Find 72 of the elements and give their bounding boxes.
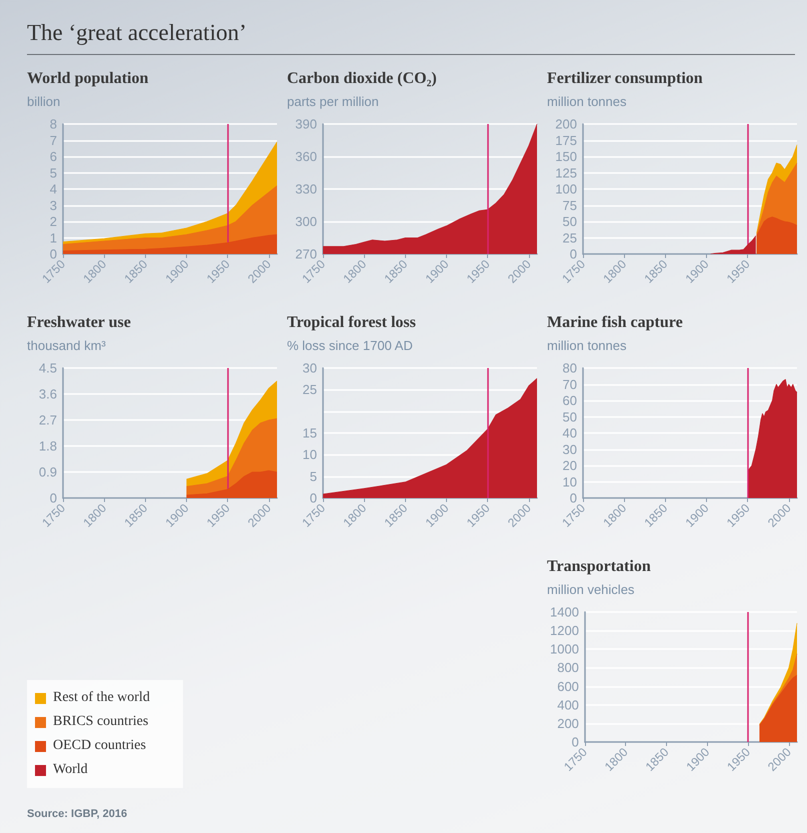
y-tick-label: 5 [310,468,317,484]
y-tick-label: 30 [562,442,577,457]
legend-label: Rest of the world [53,690,150,706]
chart-subtitle: % loss since 1700 AD [287,338,413,353]
y-tick-label: 4.5 [38,360,57,376]
y-tick-label: 8 [50,116,57,132]
y-tick-label: 7 [50,132,57,148]
chart-subtitle: million tonnes [547,94,626,109]
y-tick-label: 100 [555,182,577,196]
y-tick-label: 30 [302,360,317,376]
y-tick-label: 3 [50,198,57,213]
y-tick-label: 1400 [550,604,579,620]
chart-title: Freshwater use [27,314,131,332]
y-tick-label: 1.8 [38,438,57,454]
chart-subtitle: million vehicles [547,582,634,597]
legend-label: World [53,762,88,778]
y-tick-label: 0 [572,734,579,750]
chart-title: Transportation [547,558,651,576]
y-tick-label: 70 [562,376,577,392]
chart-subtitle: million tonnes [547,338,626,353]
y-tick-label: 10 [562,474,577,490]
y-tick-label: 175 [555,132,577,148]
y-tick-label: 360 [295,149,317,164]
y-tick-label: 400 [557,697,579,712]
y-tick-label: 200 [557,716,579,731]
y-tick-label: 4 [50,182,57,196]
y-tick-label: 0 [570,490,577,506]
y-tick-label: 125 [555,165,577,180]
y-tick-label: 20 [562,458,577,473]
y-tick-label: 50 [562,214,577,229]
y-tick-label: 25 [562,230,577,246]
y-tick-label: 0 [50,490,57,506]
y-tick-label: 300 [295,214,317,229]
y-tick-label: 0 [50,246,57,262]
y-tick-label: 1000 [550,642,579,657]
y-tick-label: 600 [557,678,579,694]
y-tick-label: 25 [302,382,317,398]
chart-title: Fertilizer consumption [547,70,703,88]
chart-title: Tropical forest loss [287,314,416,332]
y-tick-label: 2.7 [38,412,57,428]
legend-label: OECD countries [53,738,146,754]
chart-subtitle: thousand km³ [27,338,106,353]
chart-subtitle: billion [27,94,60,109]
y-tick-label: 75 [562,198,577,213]
chart-title: World population [27,70,148,88]
y-tick-label: 80 [562,360,577,376]
y-tick-label: 15 [302,426,317,440]
y-tick-label: 200 [555,116,577,132]
chart-subtitle: parts per million [287,94,379,109]
y-tick-label: 1200 [550,623,579,638]
text: The ‘great acceleration’ [27,20,247,46]
y-tick-label: 10 [302,447,317,462]
source-note: Source: IGBP, 2016 [27,808,128,820]
y-tick-label: 50 [562,409,577,424]
y-tick-label: 6 [50,149,57,164]
y-tick-label: 2 [50,214,57,229]
y-tick-label: 270 [295,246,317,262]
y-tick-label: 0 [570,246,577,262]
y-tick-label: 0 [310,490,317,506]
y-tick-label: 800 [557,660,579,676]
y-tick-label: 330 [295,182,317,196]
y-tick-label: 3.6 [38,386,57,402]
chart-title: Carbon dioxide (CO₂) [287,70,437,88]
y-tick-label: 5 [50,165,57,180]
y-tick-label: 60 [562,393,577,408]
y-tick-label: 0.9 [38,464,57,480]
y-tick-label: 40 [562,426,577,440]
y-tick-label: 390 [295,116,317,132]
legend-label: BRICS countries [53,714,148,730]
y-tick-label: 150 [555,149,577,164]
chart-title: Marine fish capture [547,314,683,332]
y-tick-label: 1 [50,230,57,246]
